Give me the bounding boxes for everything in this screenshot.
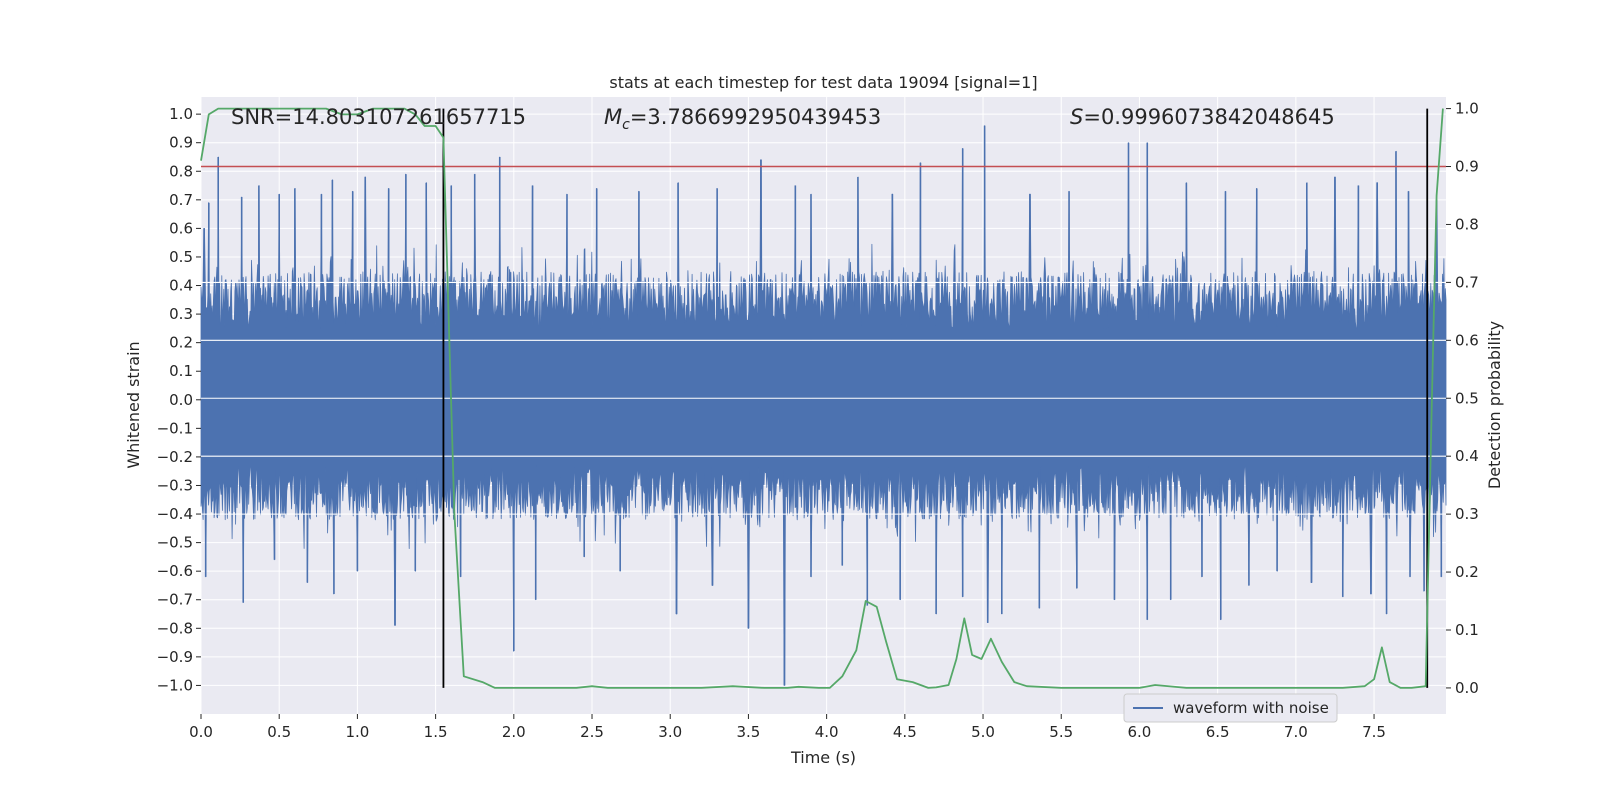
y-left-tick-label: 0.0 — [169, 391, 193, 409]
y-left-tick-label: −1.0 — [157, 676, 193, 694]
y-left-tick-label: 0.6 — [169, 219, 193, 237]
x-tick-label: 2.5 — [580, 723, 604, 741]
snr-annotation: SNR=14.803107261657715 — [231, 105, 526, 129]
y-left-tick-label: 0.3 — [169, 305, 193, 323]
chirp-mass-value: =3.7866992950439453 — [630, 105, 881, 129]
score-symbol: S — [1070, 105, 1083, 129]
y-left-axis-ticks: 1.0 0.9 0.8 0.7 0.6 0.5 0.4 0.3 0.2 0.1 0.0 −0.1 −0.… — [157, 105, 201, 694]
x-tick-label: 5.0 — [971, 723, 995, 741]
x-tick-label: 5.5 — [1049, 723, 1073, 741]
x-tick-label: 3.5 — [736, 723, 760, 741]
score-value: =0.9996073842048645 — [1083, 105, 1334, 129]
y-left-tick-label: −0.1 — [157, 419, 193, 437]
y-left-tick-label: 0.8 — [169, 162, 193, 180]
x-axis-ticks: 0.0 0.5 1.0 1.5 2.0 2.5 3.0 3.5 4.0 4.5 5.0 5.5 6.0 6… — [189, 714, 1386, 741]
x-tick-label: 0.0 — [189, 723, 213, 741]
chirp-mass-subscript: c — [622, 117, 630, 133]
x-tick-label: 1.0 — [345, 723, 369, 741]
y-right-tick-label: 0.9 — [1455, 158, 1479, 176]
y-right-axis-label: Detection probability — [1485, 321, 1504, 489]
probability-line — [200, 107, 1444, 689]
y-left-tick-label: 0.7 — [169, 191, 193, 209]
legend-label: waveform with noise — [1173, 699, 1329, 717]
legend-box — [1123, 693, 1338, 723]
y-right-tick-label: 0.0 — [1455, 679, 1479, 697]
y-left-tick-label: 0.2 — [169, 334, 193, 352]
y-left-tick-label: 0.5 — [169, 248, 193, 266]
x-tick-label: 4.0 — [815, 723, 839, 741]
waveform-series — [200, 125, 1447, 686]
y-right-tick-label: 0.5 — [1455, 389, 1479, 407]
y-left-tick-label: −0.3 — [157, 476, 193, 494]
y-right-tick-label: 0.3 — [1455, 505, 1479, 523]
x-tick-label: 0.5 — [267, 723, 291, 741]
y-left-tick-label: −0.8 — [157, 619, 193, 637]
y-right-tick-label: 0.8 — [1455, 215, 1479, 233]
y-left-tick-label: 0.9 — [169, 134, 193, 152]
x-axis-label: Time (s) — [790, 748, 856, 767]
y-right-tick-label: 0.2 — [1455, 563, 1479, 581]
x-tick-label: 3.0 — [658, 723, 682, 741]
y-left-tick-label: 0.4 — [169, 277, 193, 295]
y-left-tick-label: −0.6 — [157, 562, 193, 580]
x-tick-label: 7.5 — [1362, 723, 1386, 741]
legend: waveform with noise — [1123, 693, 1338, 723]
y-left-tick-label: −0.7 — [157, 591, 193, 609]
overlay-layer — [200, 107, 1446, 689]
x-tick-label: 6.5 — [1206, 723, 1230, 741]
y-left-axis-label: Whitened strain — [124, 341, 143, 468]
x-tick-label: 4.5 — [893, 723, 917, 741]
chirp-mass-annotation: Mc=3.7866992950439453 — [604, 105, 881, 133]
y-left-tick-label: −0.5 — [157, 534, 193, 552]
x-tick-label: 1.5 — [424, 723, 448, 741]
y-right-tick-label: 0.6 — [1455, 331, 1479, 349]
y-right-tick-label: 0.1 — [1455, 621, 1479, 639]
waveform-line — [200, 125, 1447, 686]
score-annotation: S=0.9996073842048645 — [1070, 105, 1335, 129]
y-left-tick-label: −0.9 — [157, 648, 193, 666]
x-tick-label: 2.0 — [502, 723, 526, 741]
y-right-axis-ticks: 1.0 0.9 0.8 0.7 0.6 0.5 0.4 0.3 0.2 0.1 0.0 — [1446, 100, 1479, 697]
x-tick-label: 6.0 — [1128, 723, 1152, 741]
x-tick-label: 7.0 — [1284, 723, 1308, 741]
y-left-tick-label: −0.4 — [157, 505, 193, 523]
y-left-tick-label: −0.2 — [157, 448, 193, 466]
chart-title: stats at each timestep for test data 190… — [609, 73, 1037, 92]
y-right-tick-label: 0.7 — [1455, 273, 1479, 291]
y-left-tick-label: 0.1 — [169, 362, 193, 380]
y-left-tick-label: 1.0 — [169, 105, 193, 123]
chirp-mass-symbol: M — [604, 105, 622, 129]
y-right-tick-label: 0.4 — [1455, 447, 1479, 465]
y-right-tick-label: 1.0 — [1455, 100, 1479, 118]
